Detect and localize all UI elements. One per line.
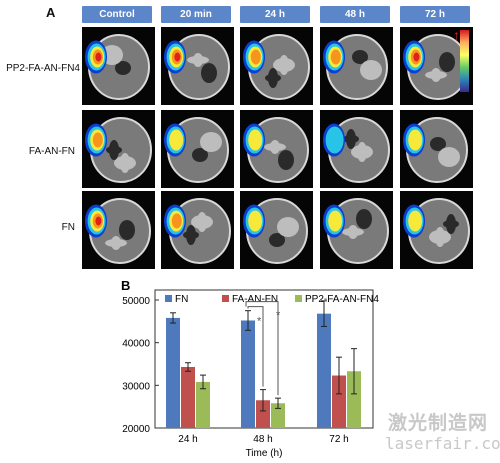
mri-image-1-2 xyxy=(240,110,313,188)
y-tick-label: 20000 xyxy=(122,424,150,435)
panel-a-label: A xyxy=(46,5,56,20)
legend-label-0: FN xyxy=(175,294,188,305)
legend-swatch-0 xyxy=(165,295,172,302)
x-tick-label: 48 h xyxy=(253,434,272,445)
x-tick-label: 24 h xyxy=(178,434,197,445)
bar-0-1 xyxy=(241,320,255,428)
mri-image-2-1 xyxy=(161,191,234,269)
bar-0-2 xyxy=(317,313,331,428)
mri-image-0-3 xyxy=(320,27,393,105)
mri-image-0-0 xyxy=(82,27,155,105)
mri-image-2-3 xyxy=(320,191,393,269)
bar-2-0 xyxy=(196,381,210,428)
arrow-up-icon: ↑ xyxy=(453,27,460,43)
legend-swatch-2 xyxy=(295,295,302,302)
mri-image-2-2 xyxy=(240,191,313,269)
significance-marker-1: * xyxy=(257,316,262,328)
legend-swatch-1 xyxy=(222,295,229,302)
row-label-pp2-fa-an-fn4: PP2-FA-AN-FN4 xyxy=(6,63,80,74)
significance-bracket-2 xyxy=(245,301,279,396)
significance-marker-2: * xyxy=(276,310,281,322)
column-header-20min: 20 min xyxy=(161,6,231,23)
bar-1-2 xyxy=(332,375,346,428)
row-label-fn: FN xyxy=(61,222,75,233)
mri-image-0-2 xyxy=(240,27,313,105)
column-header-control: Control xyxy=(82,6,152,23)
mri-image-1-4 xyxy=(400,110,473,188)
bar-1-0 xyxy=(181,366,195,428)
mri-image-1-1 xyxy=(161,110,234,188)
watermark-cn: 激光制造网 xyxy=(388,413,489,434)
mri-image-0-1 xyxy=(161,27,234,105)
color-scale-bar xyxy=(460,30,469,92)
y-tick-label: 40000 xyxy=(122,339,150,350)
watermark-url: laserfair.com xyxy=(385,434,500,453)
row-label-fa-an-fn: FA-AN-FN xyxy=(28,146,75,157)
legend-label-2: PP2-FA-AN-FN4 xyxy=(305,294,379,305)
bar-2-2 xyxy=(347,371,361,428)
mri-image-1-0 xyxy=(82,110,155,188)
column-header-24h: 24 h xyxy=(240,6,310,23)
bar-0-0 xyxy=(166,317,180,428)
significance-bracket-1 xyxy=(247,306,264,387)
x-axis-label: Time (h) xyxy=(246,448,283,459)
panel-b-label: B xyxy=(121,278,130,293)
legend-label-1: FA-AN-FN xyxy=(232,294,278,305)
column-header-48h: 48 h xyxy=(320,6,390,23)
x-tick-label: 72 h xyxy=(329,434,348,445)
bar-2-1 xyxy=(271,403,285,428)
y-tick-label: 30000 xyxy=(122,381,150,392)
mri-image-2-0 xyxy=(82,191,155,269)
mri-image-2-4 xyxy=(400,191,473,269)
mri-image-1-3 xyxy=(320,110,393,188)
column-header-72h: 72 h xyxy=(400,6,470,23)
y-tick-label: 50000 xyxy=(122,296,150,307)
bar-1-1 xyxy=(256,400,270,428)
